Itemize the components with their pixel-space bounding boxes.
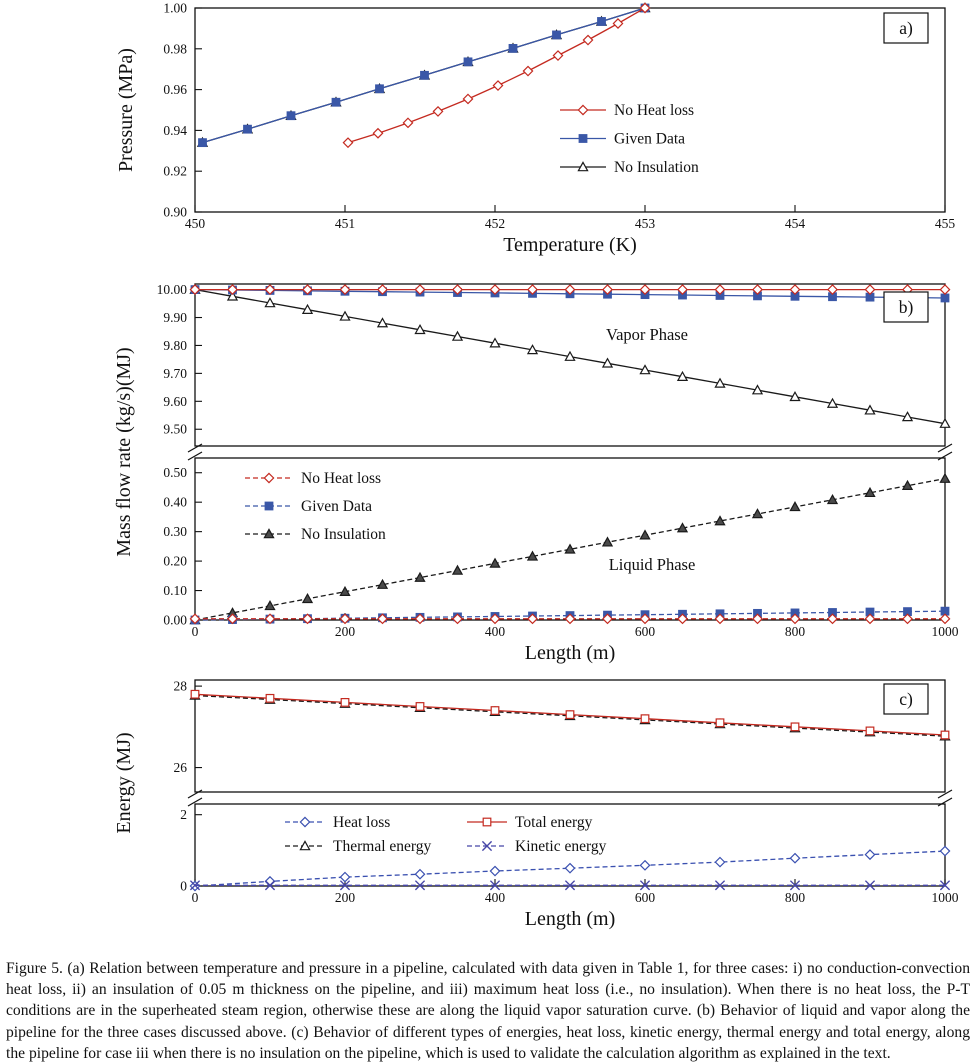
y-tick-label: 9.60 xyxy=(163,394,187,409)
y-axis-label: Pressure (MPa) xyxy=(115,48,137,172)
x-tick-label: 1000 xyxy=(932,624,959,639)
svg-text:Given Data: Given Data xyxy=(614,131,685,148)
y-tick-label: 0.00 xyxy=(163,613,187,628)
axis-break-mark xyxy=(187,789,203,799)
series-no-insulation-liquid xyxy=(189,472,951,625)
axis-break-mark xyxy=(187,451,203,461)
svg-text:No Insulation: No Insulation xyxy=(614,159,699,176)
y-tick-label: 9.50 xyxy=(163,422,187,437)
plot-frame xyxy=(194,679,946,793)
y-tick-label: 0.96 xyxy=(163,82,187,97)
svg-text:Given Data: Given Data xyxy=(301,498,372,515)
x-tick-label: 455 xyxy=(935,216,956,231)
x-tick-label: 200 xyxy=(335,890,356,905)
x-tick-label: 451 xyxy=(335,216,355,231)
axis-break-mark xyxy=(187,443,203,453)
y-tick-label: 0.40 xyxy=(163,495,187,510)
y-tick-label: 1.00 xyxy=(163,1,187,16)
x-axis-label: Temperature (K) xyxy=(503,234,637,256)
y-tick-label: 10.00 xyxy=(157,282,188,297)
svg-text:No Heat loss: No Heat loss xyxy=(614,102,694,119)
axis-break-mark xyxy=(937,443,953,453)
legend-item-heat-loss: Heat loss xyxy=(285,814,390,831)
legend-item-given-data: Given Data xyxy=(245,498,372,515)
svg-text:Thermal energy: Thermal energy xyxy=(333,838,432,855)
chart-b-mass-flow-rate-vs-length: 9.50 9.60 9.70 9.80 9.90 10.00 0.00 0.10 0.20 0.3… xyxy=(113,282,959,664)
y-axis-label: Mass flow rate (kg/s)(MJ) xyxy=(113,347,135,556)
x-tick-label: 1000 xyxy=(932,890,959,905)
legend-item-no-heat-loss: No Heat loss xyxy=(245,470,381,487)
legend-item-thermal-energy: Thermal energy xyxy=(285,838,432,855)
plot-frame xyxy=(194,7,946,213)
y-tick-label: 9.80 xyxy=(163,338,187,353)
y-tick-label: 0.92 xyxy=(163,164,187,179)
axis-break-mark xyxy=(937,797,953,807)
x-tick-label: 600 xyxy=(635,624,656,639)
y-tick-label: 0 xyxy=(180,879,187,894)
y-tick-label: 0.20 xyxy=(163,554,187,569)
y-tick-label: 0.10 xyxy=(163,583,187,598)
series-kinetic-energy xyxy=(189,880,951,891)
annotation: Vapor Phase xyxy=(606,325,688,344)
x-tick-label: 0 xyxy=(192,890,199,905)
x-tick-label: 0 xyxy=(192,624,199,639)
svg-text:Kinetic energy: Kinetic energy xyxy=(515,838,607,855)
series-no-heat-loss-vapor xyxy=(189,284,951,296)
x-tick-label: 453 xyxy=(635,216,656,231)
panel-label-box xyxy=(883,12,929,44)
y-tick-label: 0.94 xyxy=(163,123,187,138)
plot-frame xyxy=(194,283,946,447)
svg-text:No Insulation: No Insulation xyxy=(301,526,386,543)
y-tick-label: 0.90 xyxy=(163,205,187,220)
y-tick-label: 26 xyxy=(174,760,188,775)
annotation: Liquid Phase xyxy=(609,555,696,574)
y-axis-label: Energy (MJ) xyxy=(113,732,135,833)
x-tick-label: 450 xyxy=(185,216,206,231)
svg-text:No Heat loss: No Heat loss xyxy=(301,470,381,487)
panel-label-box xyxy=(883,291,929,323)
y-tick-label: 9.70 xyxy=(163,366,187,381)
chart-a-pressure-vs-temperature: 0.90 0.92 0.94 0.96 0.98 1.00 450 451 452 453 454 4… xyxy=(115,1,956,257)
axis-break-mark xyxy=(937,789,953,799)
x-tick-label: 454 xyxy=(785,216,806,231)
x-tick-label: 452 xyxy=(485,216,505,231)
x-tick-label: 800 xyxy=(785,624,806,639)
y-tick-label: 28 xyxy=(174,679,188,694)
panel-label: a) xyxy=(899,18,913,38)
panel-label-box xyxy=(883,683,929,715)
panel-label: b) xyxy=(899,297,914,317)
x-tick-label: 200 xyxy=(335,624,356,639)
series-given-data xyxy=(198,3,650,148)
axis-break-mark xyxy=(937,451,953,461)
chart-c-energy-vs-length: 26 28 0 2 0 200 400 600 800 1000 Heat loss Total en… xyxy=(113,679,959,930)
y-tick-label: 0.98 xyxy=(163,41,187,56)
figure-caption: Figure 5. (a) Relation between temperatu… xyxy=(6,960,970,1062)
legend-item-total-energy: Total energy xyxy=(467,814,593,831)
y-tick-label: 9.90 xyxy=(163,310,187,325)
legend-item-no-heat-loss: No Heat loss xyxy=(560,102,694,119)
x-axis-label: Length (m) xyxy=(525,908,616,930)
series-no-heat-loss xyxy=(342,2,651,149)
x-tick-label: 600 xyxy=(635,890,656,905)
series-total-energy xyxy=(190,689,950,740)
legend-item-no-insulation: No Insulation xyxy=(560,159,699,176)
series-no-heat-loss-liquid xyxy=(189,613,951,625)
svg-text:Heat loss: Heat loss xyxy=(333,814,390,831)
y-tick-label: 0.50 xyxy=(163,465,187,480)
series-no-insulation-vapor xyxy=(189,283,951,428)
svg-text:Total energy: Total energy xyxy=(515,814,593,831)
legend-item-given-data: Given Data xyxy=(560,131,685,148)
legend-item-no-insulation: No Insulation xyxy=(245,526,386,543)
axis-break-mark xyxy=(187,797,203,807)
y-tick-label: 2 xyxy=(180,807,187,822)
panel-label: c) xyxy=(899,689,913,709)
x-tick-label: 400 xyxy=(485,890,506,905)
y-tick-label: 0.30 xyxy=(163,524,187,539)
x-tick-label: 800 xyxy=(785,890,806,905)
x-axis-label: Length (m) xyxy=(525,642,616,664)
x-tick-label: 400 xyxy=(485,624,506,639)
legend-item-kinetic-energy: Kinetic energy xyxy=(467,838,607,855)
